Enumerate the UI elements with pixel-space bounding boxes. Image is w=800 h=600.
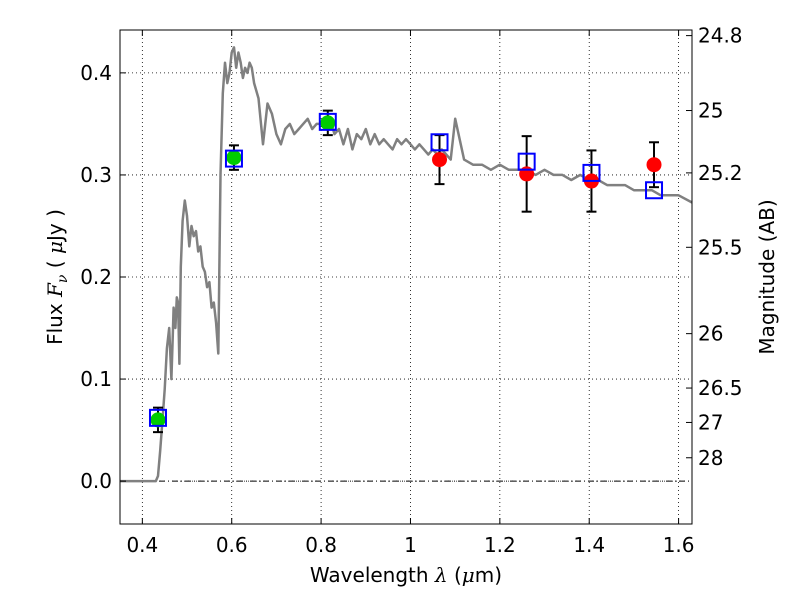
- y-tick-label: 0.0: [80, 469, 112, 493]
- red-data-point: [646, 157, 662, 173]
- y2-tick-label: 26.5: [698, 376, 743, 400]
- blue-model-square: [430, 133, 449, 152]
- y2-tick-label: 25: [698, 99, 723, 123]
- blue-model-square: [148, 408, 167, 427]
- green-data-point: [150, 412, 166, 428]
- y-tick-label: 0.1: [80, 367, 112, 391]
- y2-tick-label: 27: [698, 410, 723, 434]
- blue-model-square: [645, 181, 664, 200]
- y-tick-label: 0.3: [80, 163, 112, 187]
- y2-tick-label: 24.8: [698, 24, 743, 48]
- axis-ticks: 0.4 0.6 0.8 1 1.2 1.4 1.6 0.0 0.1 0.2 0.3 0.4 24.8 25…: [80, 24, 742, 557]
- x-tick-label: 1.6: [663, 533, 695, 557]
- red-data-point: [519, 166, 535, 182]
- x-tick-label: 1.2: [484, 533, 516, 557]
- y2-tick-label: 28: [698, 446, 723, 470]
- x-tick-label: 0.4: [126, 533, 158, 557]
- y-axis-label: Flux Fν ( μJy ): [43, 209, 71, 345]
- model-spectrum-line: [120, 46, 693, 483]
- blue-model-square: [517, 152, 536, 171]
- blue-model-square: [582, 163, 601, 182]
- y2-axis-label: Magnitude (AB): [755, 199, 779, 354]
- green-data-point: [226, 150, 242, 166]
- y2-tick-label: 25.2: [698, 161, 743, 185]
- grid-lines: [120, 30, 692, 524]
- x-tick-label: 0.8: [305, 533, 337, 557]
- y-tick-label: 0.2: [80, 265, 112, 289]
- data-marks: [148, 109, 664, 434]
- y2-tick-label: 25.5: [698, 235, 743, 259]
- x-tick-label: 0.6: [216, 533, 248, 557]
- red-data-point: [432, 152, 448, 168]
- green-data-point: [320, 115, 336, 131]
- x-tick-label: 1: [404, 533, 417, 557]
- blue-model-square: [224, 149, 243, 168]
- blue-model-square: [318, 112, 337, 131]
- x-axis-label: Wavelength λ (μm): [310, 563, 502, 587]
- y-tick-label: 0.4: [80, 61, 112, 85]
- x-tick-label: 1.4: [573, 533, 605, 557]
- y2-tick-label: 26: [698, 322, 723, 346]
